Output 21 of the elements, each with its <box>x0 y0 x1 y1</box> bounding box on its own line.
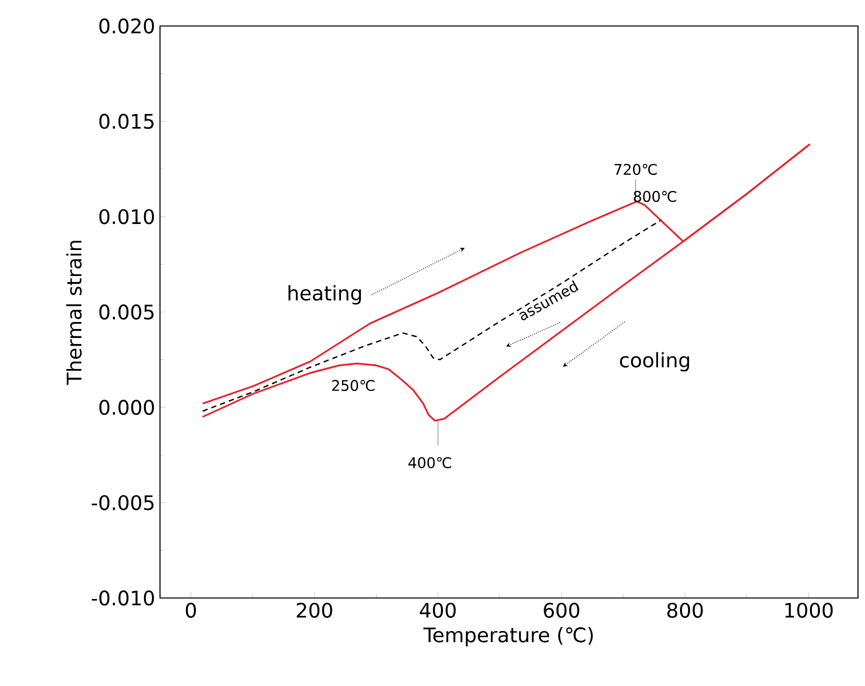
x-tick-label: 1000 <box>785 602 833 618</box>
annotation: heating <box>288 285 361 305</box>
y-tick-label: -0.010 <box>92 590 154 606</box>
x-tick-label: 0 <box>186 602 196 618</box>
x-tick-label: 600 <box>544 602 580 618</box>
y-tick-label: 0.010 <box>99 209 154 224</box>
x-axis-title: Temperature (℃) <box>423 626 593 646</box>
y-tick-label: 0.015 <box>99 114 154 129</box>
annotation: 720℃ <box>614 164 657 175</box>
y-axis-title: Thermal strain <box>66 240 82 385</box>
annotation: 400℃ <box>408 457 452 468</box>
y-tick-label: 0.020 <box>99 18 154 34</box>
annotation: 800℃ <box>634 190 676 202</box>
annotation: cooling <box>620 352 690 372</box>
x-tick-label: 400 <box>420 602 456 618</box>
annotation: 250℃ <box>332 380 374 392</box>
x-tick-label: 200 <box>296 602 332 618</box>
x-tick-label: 800 <box>667 602 703 618</box>
y-tick-label: -0.005 <box>92 495 154 510</box>
y-tick-label: 0.005 <box>99 304 154 320</box>
y-tick-label: 0.000 <box>99 400 154 415</box>
